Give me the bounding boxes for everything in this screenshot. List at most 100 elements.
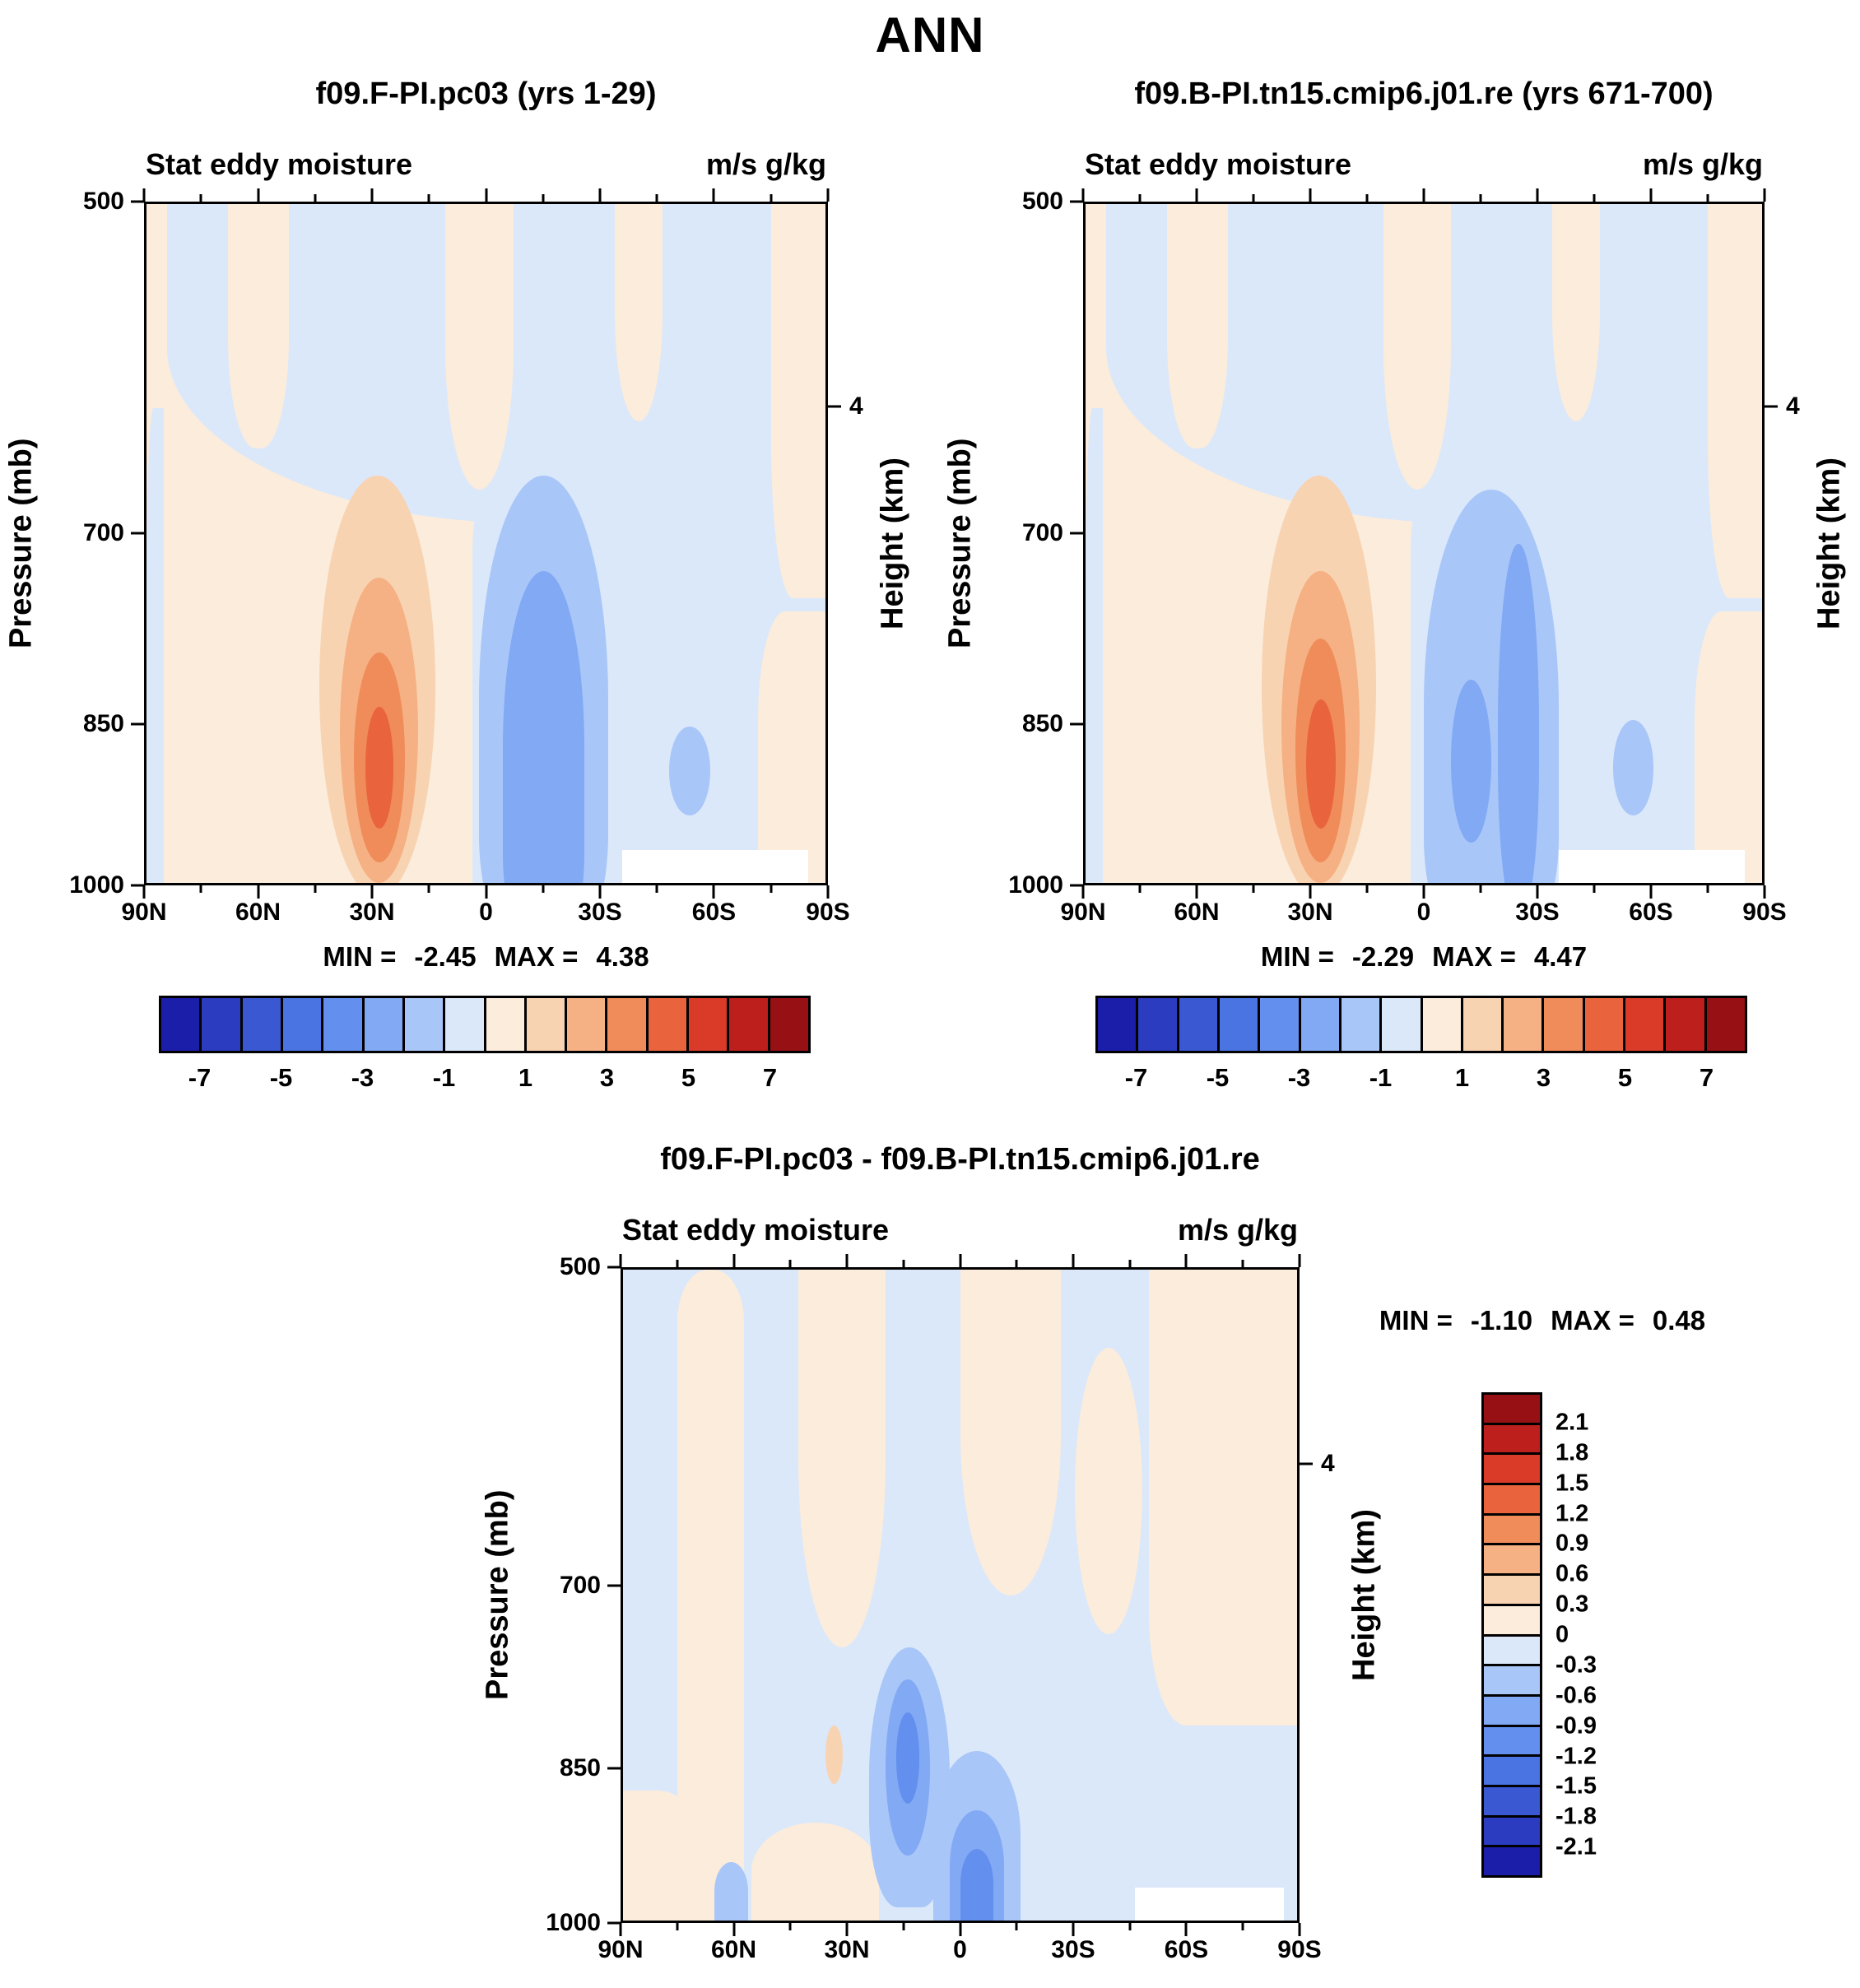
colorbar-cell xyxy=(1484,1666,1540,1697)
axis-tick xyxy=(1479,194,1482,202)
stat-max-value: 4.47 xyxy=(1533,941,1588,972)
contour-fill-region xyxy=(797,1270,886,1647)
colorbar-cell xyxy=(1484,1605,1540,1637)
axis-tick xyxy=(370,885,374,899)
axis-tick xyxy=(314,885,317,893)
colorbar-tick-label: 1 xyxy=(1454,1063,1470,1092)
axis-tick xyxy=(1649,885,1653,899)
colorbar-tick-label: 0.9 xyxy=(1555,1530,1589,1557)
axis-tick xyxy=(1138,194,1142,202)
contour-fill-region xyxy=(615,204,663,421)
axis-tick xyxy=(142,885,146,899)
height-tick-label: 4 xyxy=(1321,1450,1335,1478)
axis-tick xyxy=(131,722,144,726)
axis-tick xyxy=(1252,885,1255,893)
axis-tick xyxy=(619,1254,622,1267)
colorbar-tick-label: 1 xyxy=(518,1063,533,1092)
contour-fill-region xyxy=(895,1712,920,1804)
contour-fill-region xyxy=(960,1270,1062,1596)
axis-tick xyxy=(1184,1254,1188,1267)
colorbar-tick-label: -7 xyxy=(1124,1063,1148,1092)
lat-tick-label: 0 xyxy=(1416,899,1431,926)
axis-tick xyxy=(1070,884,1083,887)
contour-fill-region xyxy=(1552,204,1600,421)
colorbar-cell xyxy=(1484,1485,1540,1516)
axis-tick xyxy=(485,885,487,899)
colorbar-tick-label: 3 xyxy=(1536,1063,1551,1092)
colorbar-case1 xyxy=(159,996,811,1053)
axis-tick xyxy=(1298,1923,1301,1936)
axis-tick xyxy=(427,885,430,893)
colorbar-tick-label: -1.8 xyxy=(1555,1803,1597,1830)
colorbar-cell xyxy=(242,998,283,1051)
colorbar-tick-label: -1.5 xyxy=(1555,1772,1597,1800)
lat-tick-label: 90N xyxy=(598,1936,644,1963)
height-tick-label: 4 xyxy=(1786,392,1800,420)
colorbar-cell xyxy=(404,998,446,1051)
colorbar-cell xyxy=(1382,998,1423,1051)
colorbar-cell xyxy=(1219,998,1261,1051)
axis-tick xyxy=(1070,200,1083,203)
colorbar-cell xyxy=(1260,998,1301,1051)
axis-tick xyxy=(1706,885,1709,893)
height-axis-title: Height (km) xyxy=(875,458,910,629)
colorbar-tick-label: -0.6 xyxy=(1555,1682,1597,1709)
axis-tick xyxy=(1309,188,1312,202)
contour-fill-region xyxy=(751,1823,880,1921)
units-label: m/s g/kg xyxy=(1642,147,1763,181)
axis-tick xyxy=(199,885,202,893)
colorbar-cell xyxy=(689,998,730,1051)
colorbar-tick-label: 1.5 xyxy=(1555,1470,1589,1497)
contour-fill-region xyxy=(1135,1888,1284,1921)
axis-tick xyxy=(619,1923,622,1936)
plot-area-case1 xyxy=(144,202,828,885)
contour-fill-region xyxy=(1074,1347,1142,1634)
colorbar-tick-label: -1 xyxy=(432,1063,456,1092)
axis-tick xyxy=(1128,1260,1132,1267)
colorbar-tick-label: 3 xyxy=(599,1063,615,1092)
pressure-tick-label: 1000 xyxy=(1008,871,1063,899)
axis-tick xyxy=(845,1923,849,1936)
axis-tick xyxy=(788,1923,792,1930)
colorbar-tick-label: 2.1 xyxy=(1555,1409,1589,1436)
colorbar-cell xyxy=(1544,998,1585,1051)
axis-tick xyxy=(1070,532,1083,535)
axis-tick xyxy=(1763,885,1766,899)
axis-tick xyxy=(655,885,658,893)
pressure-tick-label: 700 xyxy=(559,1571,601,1599)
colorbar-tick-label: -0.3 xyxy=(1555,1651,1597,1679)
colorbar-tick-label: 0 xyxy=(1555,1621,1569,1648)
colorbar-cell xyxy=(1484,1757,1540,1787)
colorbar-cell xyxy=(1462,998,1504,1051)
contour-fill-region xyxy=(1708,204,1762,598)
colorbar-tick-label: -5 xyxy=(1206,1063,1230,1092)
lat-tick-label: 0 xyxy=(953,1936,967,1963)
contour-fill-region xyxy=(757,611,825,883)
colorbar-cell xyxy=(1584,998,1626,1051)
lat-tick-label: 60S xyxy=(1629,899,1673,926)
axis-tick xyxy=(131,884,144,887)
axis-tick xyxy=(1706,194,1709,202)
height-axis-title: Height (km) xyxy=(1346,1509,1382,1681)
axis-tick xyxy=(959,1923,961,1936)
pressure-tick-label: 850 xyxy=(1021,709,1063,737)
lat-tick-label: 90S xyxy=(806,899,850,926)
colorbar-cell xyxy=(1179,998,1220,1051)
axis-tick xyxy=(1138,885,1142,893)
axis-tick xyxy=(485,188,487,202)
axis-tick xyxy=(902,1923,905,1930)
colorbar-tick-label: 7 xyxy=(1699,1063,1714,1092)
axis-tick xyxy=(1128,1923,1132,1930)
axis-tick xyxy=(1593,194,1596,202)
axis-tick xyxy=(1072,1923,1075,1936)
contour-fill-region xyxy=(503,570,585,883)
colorbar-cell xyxy=(282,998,324,1051)
contour-fill-region xyxy=(1383,204,1451,490)
contour-fill-region xyxy=(669,727,710,815)
axis-tick xyxy=(826,885,830,899)
axis-tick xyxy=(1195,188,1198,202)
contour-fill-region xyxy=(1498,543,1539,883)
axis-tick xyxy=(1241,1260,1244,1267)
colorbar-tick-label: -0.9 xyxy=(1555,1712,1597,1740)
